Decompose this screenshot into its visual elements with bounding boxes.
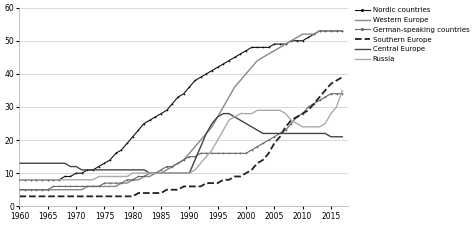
Central Europe <box>17 162 22 165</box>
Russia <box>255 109 260 112</box>
Russia <box>90 178 96 181</box>
Western Europe <box>288 39 294 42</box>
Russia <box>96 175 101 178</box>
Nordic countries <box>17 178 22 181</box>
Western Europe <box>255 59 260 62</box>
Line: Western Europe: Western Europe <box>19 31 342 190</box>
Line: Southern Europe: Southern Europe <box>19 77 342 196</box>
Line: Russia: Russia <box>19 90 342 180</box>
Western Europe <box>90 185 96 188</box>
Southern Europe <box>17 195 22 198</box>
Southern Europe <box>328 82 334 85</box>
German-speaking countries <box>339 92 345 95</box>
Central Europe <box>328 135 334 138</box>
Line: German-speaking countries: German-speaking countries <box>18 92 344 191</box>
Russia <box>17 178 22 181</box>
Russia <box>328 112 334 115</box>
Nordic countries <box>288 39 294 42</box>
Nordic countries <box>339 29 345 32</box>
German-speaking countries <box>255 145 260 148</box>
Russia <box>232 116 237 118</box>
Western Europe <box>317 29 322 32</box>
Central Europe <box>300 132 305 135</box>
Southern Europe <box>339 76 345 79</box>
Western Europe <box>17 188 22 191</box>
German-speaking countries <box>328 92 334 95</box>
Central Europe <box>147 172 153 175</box>
Nordic countries <box>90 169 96 171</box>
Central Europe <box>96 169 101 171</box>
Nordic countries <box>255 46 260 49</box>
Legend: Nordic countries, Western Europe, German-speaking countries, Southern Europe, Ce: Nordic countries, Western Europe, German… <box>355 7 469 62</box>
German-speaking countries <box>322 96 328 98</box>
German-speaking countries <box>288 122 294 125</box>
Western Europe <box>328 29 334 32</box>
Southern Europe <box>232 175 237 178</box>
Central Europe <box>90 169 96 171</box>
Central Europe <box>266 132 272 135</box>
Southern Europe <box>255 162 260 165</box>
German-speaking countries <box>90 185 96 188</box>
Nordic countries <box>328 29 334 32</box>
Western Europe <box>339 29 345 32</box>
Southern Europe <box>90 195 96 198</box>
Southern Europe <box>96 195 101 198</box>
Western Europe <box>232 86 237 88</box>
Central Europe <box>220 112 226 115</box>
Nordic countries <box>232 56 237 59</box>
Western Europe <box>96 185 101 188</box>
German-speaking countries <box>96 185 101 188</box>
Central Europe <box>243 122 249 125</box>
German-speaking countries <box>232 152 237 155</box>
Line: Central Europe: Central Europe <box>19 114 342 173</box>
Nordic countries <box>317 29 322 32</box>
Central Europe <box>339 135 345 138</box>
Russia <box>288 119 294 122</box>
Nordic countries <box>96 165 101 168</box>
German-speaking countries <box>17 188 22 191</box>
Russia <box>339 89 345 92</box>
Southern Europe <box>288 119 294 122</box>
Line: Nordic countries: Nordic countries <box>18 29 344 182</box>
